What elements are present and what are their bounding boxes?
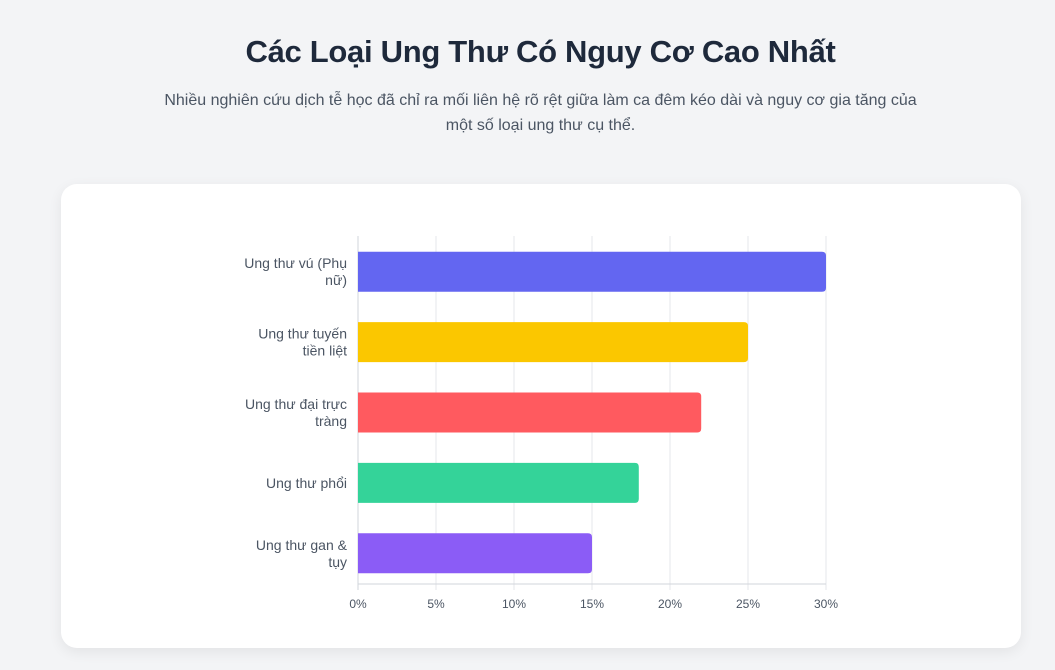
x-tick-label: 0% <box>349 597 367 611</box>
category-label: Ung thư đại trực <box>245 396 347 412</box>
category-label: tụy <box>328 554 347 570</box>
bar <box>358 251 826 292</box>
x-tick-label: 10% <box>502 597 526 611</box>
bar <box>358 392 702 433</box>
category-label: Ung thư gan & <box>256 537 348 553</box>
x-tick-label: 5% <box>427 597 445 611</box>
category-label: Ung thư vú (Phụ <box>244 255 347 271</box>
x-tick-label: 30% <box>814 597 838 611</box>
category-label: nữ) <box>325 272 347 288</box>
page-subtitle: Nhiều nghiên cứu dịch tễ học đã chỉ ra m… <box>164 92 917 134</box>
chart-card: 0% 5% 10% 15% 20% 25% 30% Ung thư vú (Phụ nữ) Ung… <box>61 184 1021 648</box>
x-tick-label: 25% <box>736 597 760 611</box>
category-label: Ung thư phổi <box>266 475 347 491</box>
page-title: Các Loại Ung Thư Có Nguy Cơ Cao Nhất <box>245 34 836 69</box>
category-label: tràng <box>315 413 347 429</box>
x-tick-label: 20% <box>658 597 682 611</box>
category-label: tiền liệt <box>303 343 347 359</box>
category-label: Ung thư tuyến <box>258 326 347 342</box>
bar <box>358 533 592 574</box>
bar <box>358 322 748 363</box>
bar <box>358 462 639 503</box>
x-tick-label: 15% <box>580 597 604 611</box>
